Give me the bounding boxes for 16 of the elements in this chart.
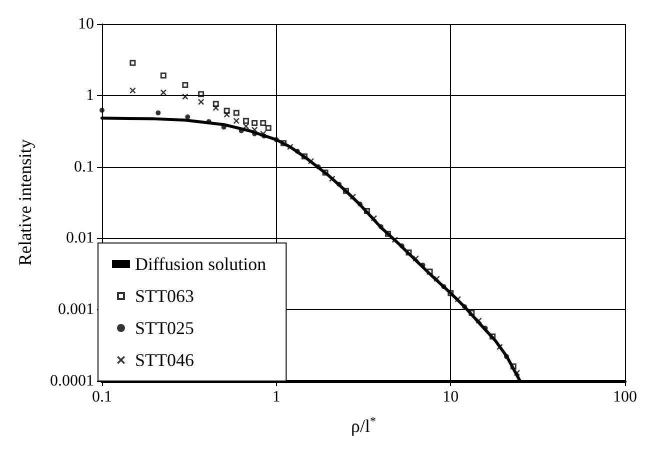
y-tick-label: 0.001: [58, 301, 94, 318]
y-tick-label: 0.01: [66, 230, 94, 247]
x-tick-label: 0.1: [92, 388, 112, 406]
legend-label: STT025: [135, 318, 194, 338]
y-tick-label: 1: [86, 86, 94, 104]
y-tick-label: 0.0001: [50, 372, 94, 390]
legend-label: Diffusion solution: [135, 254, 266, 274]
x-tick-label: 10: [442, 388, 459, 406]
x-tick-label: 100: [613, 388, 637, 406]
legend-label: STT046: [135, 350, 194, 370]
y-axis-title: Relative intensity: [15, 139, 35, 266]
x-tick-label: 1: [272, 388, 280, 406]
y-tick-label: 10: [78, 16, 94, 32]
x-axis-title: ρ/l*: [351, 414, 376, 436]
legend-label: STT063: [135, 286, 194, 306]
y-tick-label: 0.1: [74, 158, 94, 176]
